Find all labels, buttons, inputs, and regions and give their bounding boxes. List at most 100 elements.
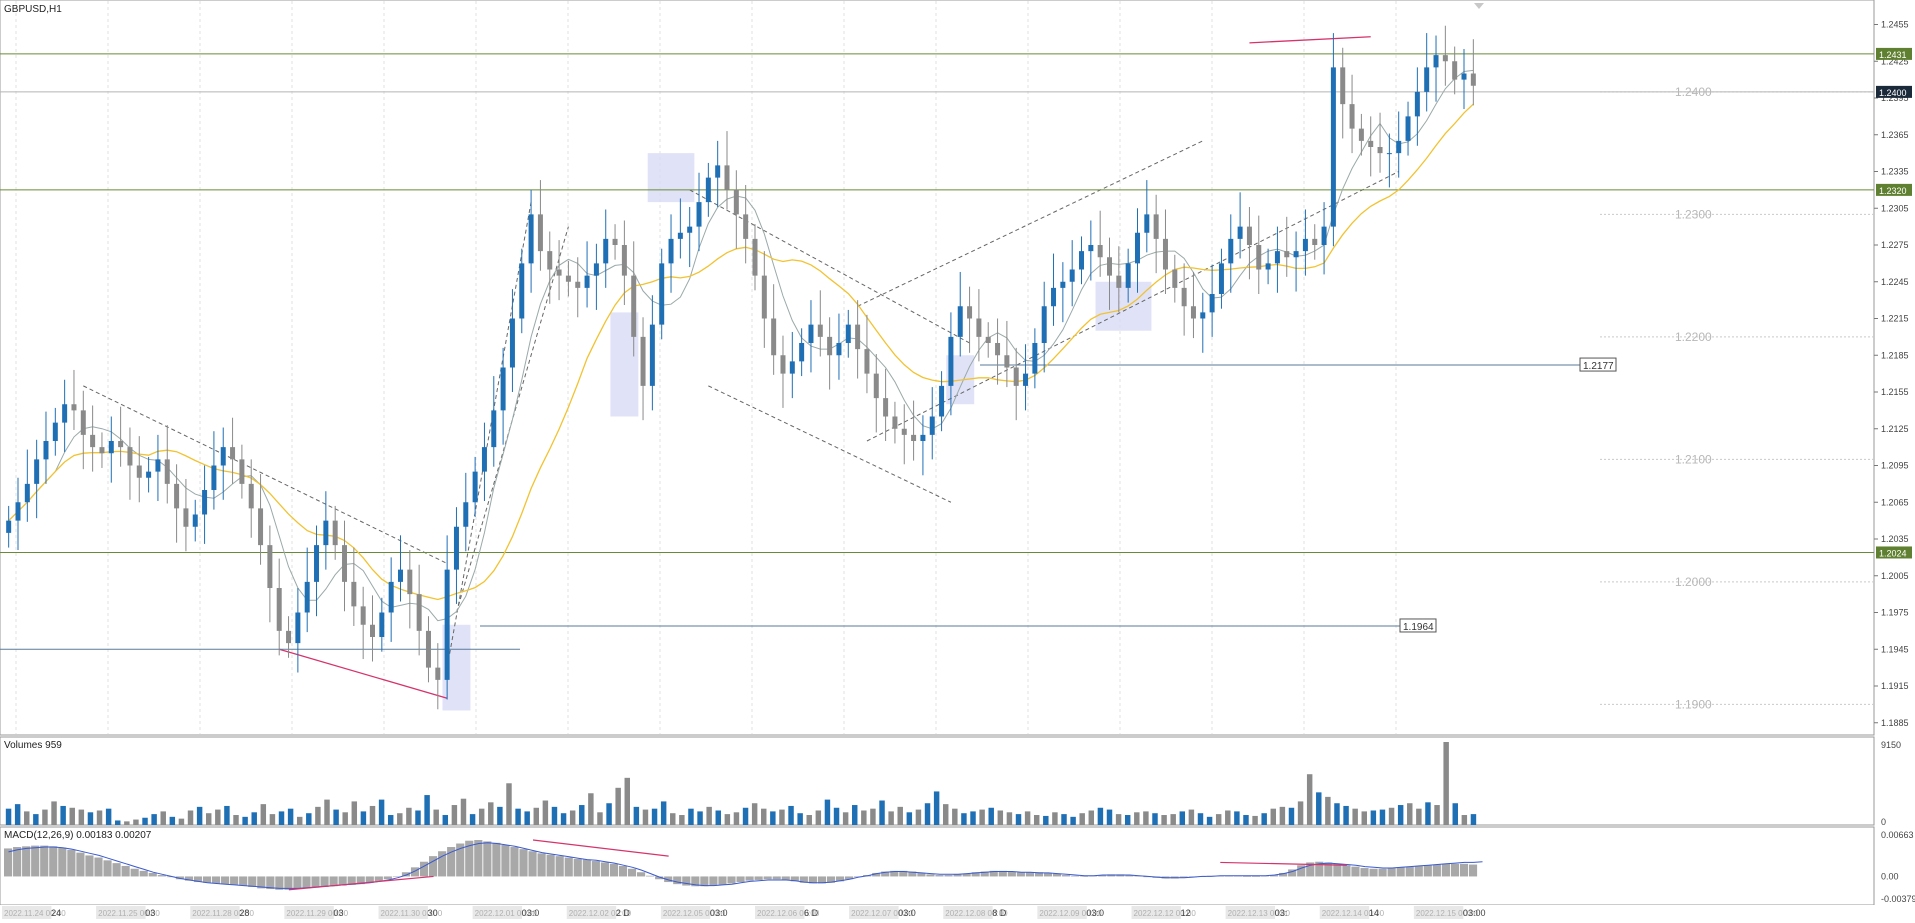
candle-body — [565, 275, 571, 282]
time-axis-highlight — [1225, 906, 1276, 919]
macd-histogram-bar — [1432, 864, 1441, 877]
volume-bar — [970, 811, 976, 825]
volume-bar — [160, 811, 166, 825]
candle-body — [332, 520, 338, 546]
macd-histogram-bar — [1414, 865, 1423, 877]
candle-body — [976, 318, 982, 337]
volume-bar — [442, 815, 449, 825]
channel-trendline — [446, 202, 532, 668]
chart-shift-marker-icon[interactable] — [1474, 3, 1484, 9]
candle-body — [864, 349, 870, 374]
time-axis-label: 03:00 — [1463, 908, 1486, 918]
volume-bar — [1306, 774, 1313, 825]
time-axis-label: 2022.11.28 00:00 — [192, 909, 254, 918]
volume-bar — [551, 806, 558, 825]
volume-bar — [742, 807, 749, 825]
macd-histogram-bar — [637, 872, 646, 877]
macd-histogram-bar — [519, 849, 528, 877]
candle-body — [323, 520, 329, 546]
price-axis-label: 1.2365 — [1881, 130, 1909, 140]
candle-body — [370, 624, 375, 637]
volume-bars — [5, 742, 1477, 825]
candle-body — [547, 251, 553, 270]
time-axis-highlight — [1131, 906, 1181, 919]
divergence-line — [279, 648, 448, 699]
macd-histogram-bar — [1297, 865, 1306, 877]
candle-body — [584, 275, 590, 288]
macd-histogram-bar — [1306, 862, 1315, 877]
candle-body — [425, 630, 431, 668]
macd-histogram-bar — [85, 855, 94, 877]
volume-axis-label: 0 — [1881, 817, 1886, 827]
candle-body — [1107, 257, 1112, 276]
macd-divergence-lines — [288, 839, 1347, 891]
macd-histogram-bar — [1315, 861, 1324, 877]
time-axis-label: 03: — [1275, 908, 1288, 918]
price-axis-label: 1.1885 — [1881, 718, 1909, 728]
time-axis-label: 2022.12.07 00:00 — [851, 909, 914, 918]
candle-body — [1265, 263, 1271, 270]
time-axis-highlight — [378, 906, 428, 919]
candle-body — [108, 441, 114, 454]
macd-histogram-bar — [890, 870, 899, 877]
volume-bar — [779, 809, 785, 825]
volume-bar — [233, 815, 239, 825]
macd-histogram-bar — [673, 876, 682, 885]
volume-bar — [506, 783, 512, 825]
macd-histogram-bar — [112, 863, 121, 877]
trendlines — [83, 36, 1399, 699]
boxed-price-labels: 1.2177 1.1964 — [1399, 357, 1617, 633]
price-axis-label: 1.2005 — [1881, 571, 1909, 581]
volume-bar — [788, 805, 794, 825]
candle-body — [1228, 238, 1234, 264]
macd-histogram-bar — [49, 846, 58, 877]
volume-bar — [87, 812, 94, 825]
macd-histogram-bar — [700, 876, 709, 887]
macd-histogram-bar — [646, 875, 655, 877]
candle-body — [537, 214, 543, 252]
candle-body — [1321, 226, 1327, 245]
candle-body — [883, 398, 889, 417]
candle-body — [593, 263, 599, 276]
time-axis-label: 6 D — [804, 908, 819, 918]
candle-body — [1470, 73, 1476, 86]
candle-body — [733, 189, 739, 215]
main-price-pane[interactable] — [0, 0, 1875, 736]
macd-histogram-bar — [1369, 868, 1378, 877]
macd-histogram-bar — [329, 876, 338, 887]
candle-body — [472, 471, 478, 503]
price-tag-label: 1.2400 — [1879, 88, 1907, 98]
volume-bar — [597, 812, 603, 825]
volume-bar — [51, 801, 57, 825]
candle-body — [183, 508, 189, 527]
macd-pane[interactable] — [0, 826, 1875, 906]
candle-body — [192, 514, 198, 527]
macd-histogram-bar — [835, 876, 845, 882]
macd-histogram-bar — [31, 845, 40, 877]
volume-bar — [1033, 815, 1040, 825]
price-axis[interactable]: 1.2455 1.2425 1.2395 1.2365 1.2335 1.2305 1.22… — [1874, 20, 1909, 728]
candle-body — [211, 465, 217, 490]
macd-histogram-bar — [1342, 865, 1351, 877]
candle-body — [687, 226, 693, 233]
volume-bar — [1370, 810, 1377, 825]
time-axis-label: 2 D — [616, 908, 631, 918]
channel-trendline — [866, 171, 1399, 442]
macd-histogram-bar — [239, 876, 248, 886]
volume-bar — [515, 808, 521, 825]
time-axis-label: 03 — [145, 908, 155, 918]
price-axis-label: 1.2305 — [1881, 203, 1909, 213]
macd-histogram-bar — [221, 876, 230, 885]
macd-histogram-bar — [40, 845, 49, 877]
macd-histogram-bar — [1351, 866, 1360, 877]
candle-body — [1330, 67, 1336, 227]
moving-averages — [8, 69, 1474, 622]
macd-histogram-bar — [1071, 875, 1080, 877]
macd-histogram-bar — [917, 872, 926, 877]
candle-body — [855, 324, 861, 350]
volume-bar — [378, 799, 385, 825]
candle-body — [90, 434, 96, 448]
volume-bar — [1470, 814, 1477, 825]
